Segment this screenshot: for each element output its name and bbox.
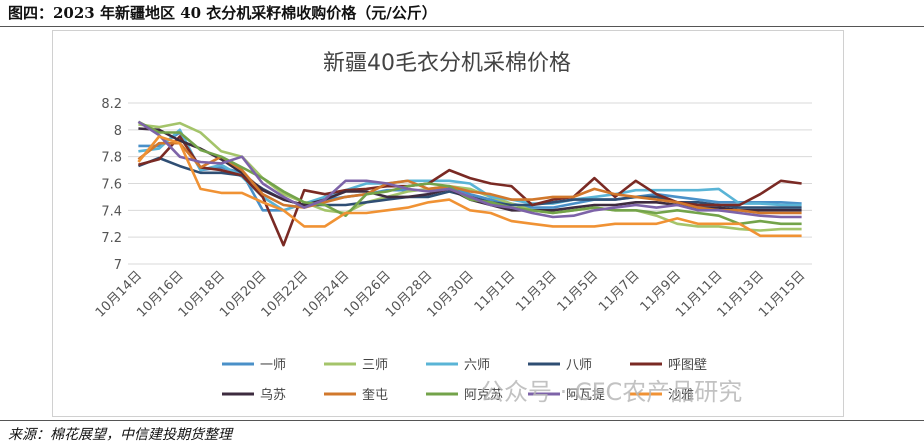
x-tick-label: 11月5日 <box>555 268 602 315</box>
series-line-阿瓦提 <box>137 120 802 219</box>
legend-label: 乌苏 <box>260 387 286 403</box>
y-tick-label: 7.2 <box>101 231 122 246</box>
source-note: 来源：棉花展望，中信建投期货整理 <box>8 427 232 443</box>
figure-caption: 图四：2023 年新疆地区 40 衣分机采籽棉收购价格（元/公斤） <box>8 4 437 22</box>
y-tick-label: 7.6 <box>101 178 122 193</box>
y-tick-label: 7 <box>114 258 122 273</box>
legend-label: 六师 <box>464 358 490 373</box>
y-tick-label: 7.4 <box>101 204 122 219</box>
top-divider <box>0 26 924 27</box>
legend-label: 阿克苏 <box>464 387 503 403</box>
legend-label: 奎屯 <box>362 388 388 403</box>
chart-title: 新疆40毛衣分机采棉价格 <box>323 51 571 76</box>
y-tick-label: 8 <box>114 124 122 139</box>
y-tick-label: 8.2 <box>101 97 122 112</box>
legend-label: 呼图壁 <box>668 358 707 373</box>
x-tick-label: 11月7日 <box>596 268 643 315</box>
series-lines <box>137 120 802 247</box>
y-tick-labels: 7 7.2 7.4 7.6 7.8 8 8.2 <box>101 97 122 273</box>
legend-label: 三师 <box>362 358 388 373</box>
series-line-奎屯 <box>137 141 802 215</box>
legend-label: 八师 <box>566 358 592 373</box>
watermark: 公众号 · CFC农产品研究 <box>480 378 743 406</box>
legend-label: 阿瓦提 <box>566 387 605 403</box>
x-tick-label: 11月1日 <box>472 268 519 315</box>
legend-label: 沙雅 <box>668 388 694 403</box>
legend-label: 一师 <box>260 358 286 373</box>
series-line-呼图壁 <box>138 135 802 247</box>
x-tick-label: 11月3日 <box>513 268 560 315</box>
y-tick-label: 7.8 <box>101 151 122 166</box>
series-line-沙雅 <box>137 135 802 238</box>
x-tick-labels: 10月14日10月16日10月18日10月20日10月22日10月24日10月2… <box>93 268 809 320</box>
bottom-divider <box>0 420 924 421</box>
series-line-阿克苏 <box>137 120 802 226</box>
